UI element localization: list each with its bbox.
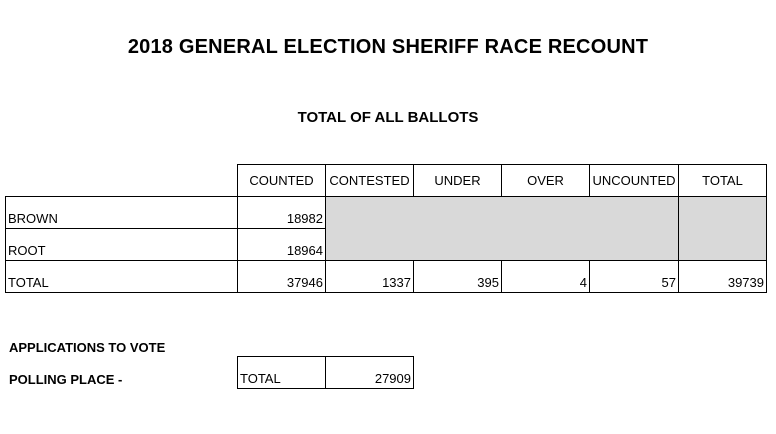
- grand-total-value: 39739: [678, 260, 767, 293]
- col-header-counted: COUNTED: [237, 164, 326, 197]
- col-header-total: TOTAL: [678, 164, 767, 197]
- total-under-value: 395: [413, 260, 502, 293]
- section-subtitle: TOTAL OF ALL BALLOTS: [297, 109, 479, 126]
- total-over-value: 4: [501, 260, 590, 293]
- col-header-under: UNDER: [413, 164, 502, 197]
- shaded-empty-area: [325, 196, 679, 261]
- col-header-over: OVER: [501, 164, 590, 197]
- total-contested-value: 1337: [325, 260, 414, 293]
- total-uncounted-value: 57: [589, 260, 679, 293]
- row-label-root: ROOT: [5, 228, 238, 261]
- row-label-total: TOTAL: [5, 260, 238, 293]
- row-label-brown: BROWN: [5, 196, 238, 229]
- col-header-uncounted: UNCOUNTED: [589, 164, 679, 197]
- total-counted-value: 37946: [237, 260, 326, 293]
- applications-total-value: 27909: [325, 356, 414, 389]
- brown-counted-value: 18982: [237, 196, 326, 229]
- applications-heading: APPLICATIONS TO VOTE: [9, 340, 166, 355]
- applications-total-label: TOTAL: [237, 356, 326, 389]
- col-header-contested: CONTESTED: [325, 164, 414, 197]
- root-counted-value: 18964: [237, 228, 326, 261]
- page-title: 2018 GENERAL ELECTION SHERIFF RACE RECOU…: [127, 36, 649, 58]
- shaded-empty-total-area: [678, 196, 767, 261]
- polling-place-label: POLLING PLACE -: [9, 372, 123, 387]
